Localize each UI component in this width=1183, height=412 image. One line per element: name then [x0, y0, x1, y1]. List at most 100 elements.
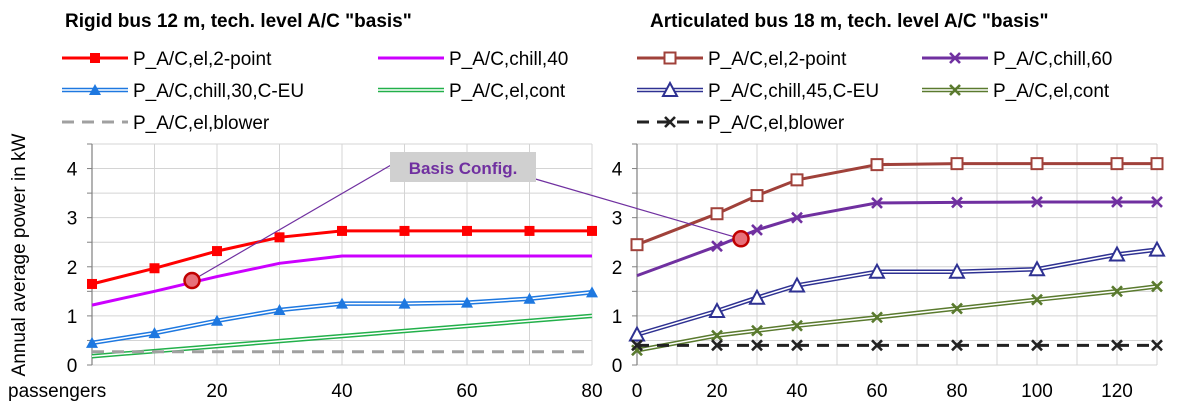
data-point — [791, 339, 803, 352]
data-point — [751, 324, 763, 337]
legend-label: P_A/C,el,cont — [449, 81, 566, 102]
data-point — [1111, 196, 1123, 208]
legend-label: P_A/C,el,2-point — [708, 49, 847, 70]
x-tick-label: 60 — [866, 381, 887, 402]
data-point — [630, 238, 644, 252]
legend-label: P_A/C,el,2-point — [133, 49, 272, 70]
y-tick-label: 1 — [67, 307, 78, 328]
y-tick-label: 4 — [67, 160, 78, 181]
y-tick-label: 3 — [612, 209, 623, 230]
data-point — [148, 327, 161, 339]
basis-config-marker-0 — [183, 271, 201, 290]
data-point — [211, 314, 223, 326]
data-point — [1031, 339, 1043, 352]
data-point — [751, 224, 763, 236]
data-point — [273, 303, 286, 315]
data-point — [399, 225, 410, 236]
data-point — [788, 276, 806, 293]
data-point — [950, 157, 964, 171]
data-point — [87, 278, 97, 289]
data-point — [587, 225, 597, 236]
data-point — [586, 286, 598, 298]
legend-marker — [664, 116, 676, 128]
data-point — [871, 339, 883, 352]
data-point — [398, 297, 411, 309]
x-tick-label: 40 — [786, 381, 807, 402]
data-point — [524, 225, 535, 236]
data-point — [1031, 196, 1043, 208]
data-point — [149, 263, 160, 274]
data-point — [1111, 339, 1123, 352]
x-tick-label: 40 — [331, 381, 352, 402]
legend-marker — [663, 51, 677, 65]
data-point — [86, 336, 98, 348]
legend-label: P_A/C,el,cont — [993, 81, 1110, 102]
data-point — [1148, 240, 1166, 257]
data-point — [1150, 157, 1164, 171]
annotation-leader-right — [531, 177, 742, 240]
data-point — [711, 240, 723, 253]
legend-label: P_A/C,el,blower — [708, 113, 845, 134]
annotation-leader-left — [191, 160, 399, 282]
data-point — [951, 196, 963, 209]
x-tick-label: 20 — [706, 381, 727, 402]
data-point — [751, 339, 763, 352]
x-tick-label: 80 — [581, 381, 602, 402]
data-point — [870, 158, 884, 172]
data-point — [1111, 285, 1123, 298]
legend-marker — [949, 84, 961, 96]
annotation-label: Basis Config. — [409, 159, 518, 178]
legend-marker — [90, 53, 100, 63]
data-point — [1110, 157, 1124, 171]
data-point — [951, 302, 963, 315]
data-point — [1028, 260, 1046, 277]
data-point — [748, 288, 766, 305]
chart-title-0: Rigid bus 12 m, tech. level A/C "basis" — [65, 11, 412, 32]
data-point — [631, 339, 643, 352]
y-axis-label: Annual average power in kW — [9, 133, 30, 376]
data-point — [628, 325, 646, 342]
data-point — [1031, 293, 1043, 306]
x-tick-label: 0 — [632, 381, 643, 402]
y-tick-label: 2 — [67, 258, 78, 279]
data-point — [1108, 245, 1126, 262]
legend-label: P_A/C,chill,40 — [449, 49, 568, 70]
data-point — [791, 211, 803, 224]
data-point — [462, 225, 472, 236]
legend-marker — [661, 80, 679, 97]
legend-label: P_A/C,chill,30,C-EU — [133, 81, 304, 102]
data-point — [948, 262, 966, 279]
x-tick-label: 60 — [456, 381, 477, 402]
x-tick-label: 100 — [1021, 381, 1053, 402]
data-point — [274, 232, 285, 243]
y-tick-label: 1 — [612, 307, 623, 328]
data-point — [871, 197, 883, 209]
data-point — [461, 296, 473, 308]
data-point — [750, 189, 764, 203]
data-point — [336, 297, 348, 309]
series-line-0-3-inner — [91, 315, 593, 357]
data-point — [791, 319, 803, 332]
y-tick-label: 0 — [612, 356, 623, 377]
data-point — [711, 339, 723, 352]
y-tick-label: 2 — [612, 258, 623, 279]
y-tick-label: 4 — [612, 160, 623, 181]
series-line-0-1 — [91, 254, 592, 307]
data-point — [868, 262, 886, 279]
data-point — [708, 301, 726, 318]
data-point — [1151, 339, 1163, 352]
x-tick-label: 80 — [946, 381, 967, 402]
legend-label: P_A/C,el,blower — [133, 113, 270, 134]
legend-marker — [89, 84, 101, 95]
data-point — [711, 329, 723, 342]
x-tick-label: 120 — [1101, 381, 1133, 402]
data-point — [1030, 157, 1044, 171]
data-point — [951, 339, 963, 352]
data-point — [1151, 280, 1163, 293]
y-tick-label: 0 — [67, 356, 78, 377]
data-point — [212, 246, 222, 257]
x-axis-label: passengers — [8, 381, 106, 402]
annotation-box — [390, 152, 536, 182]
